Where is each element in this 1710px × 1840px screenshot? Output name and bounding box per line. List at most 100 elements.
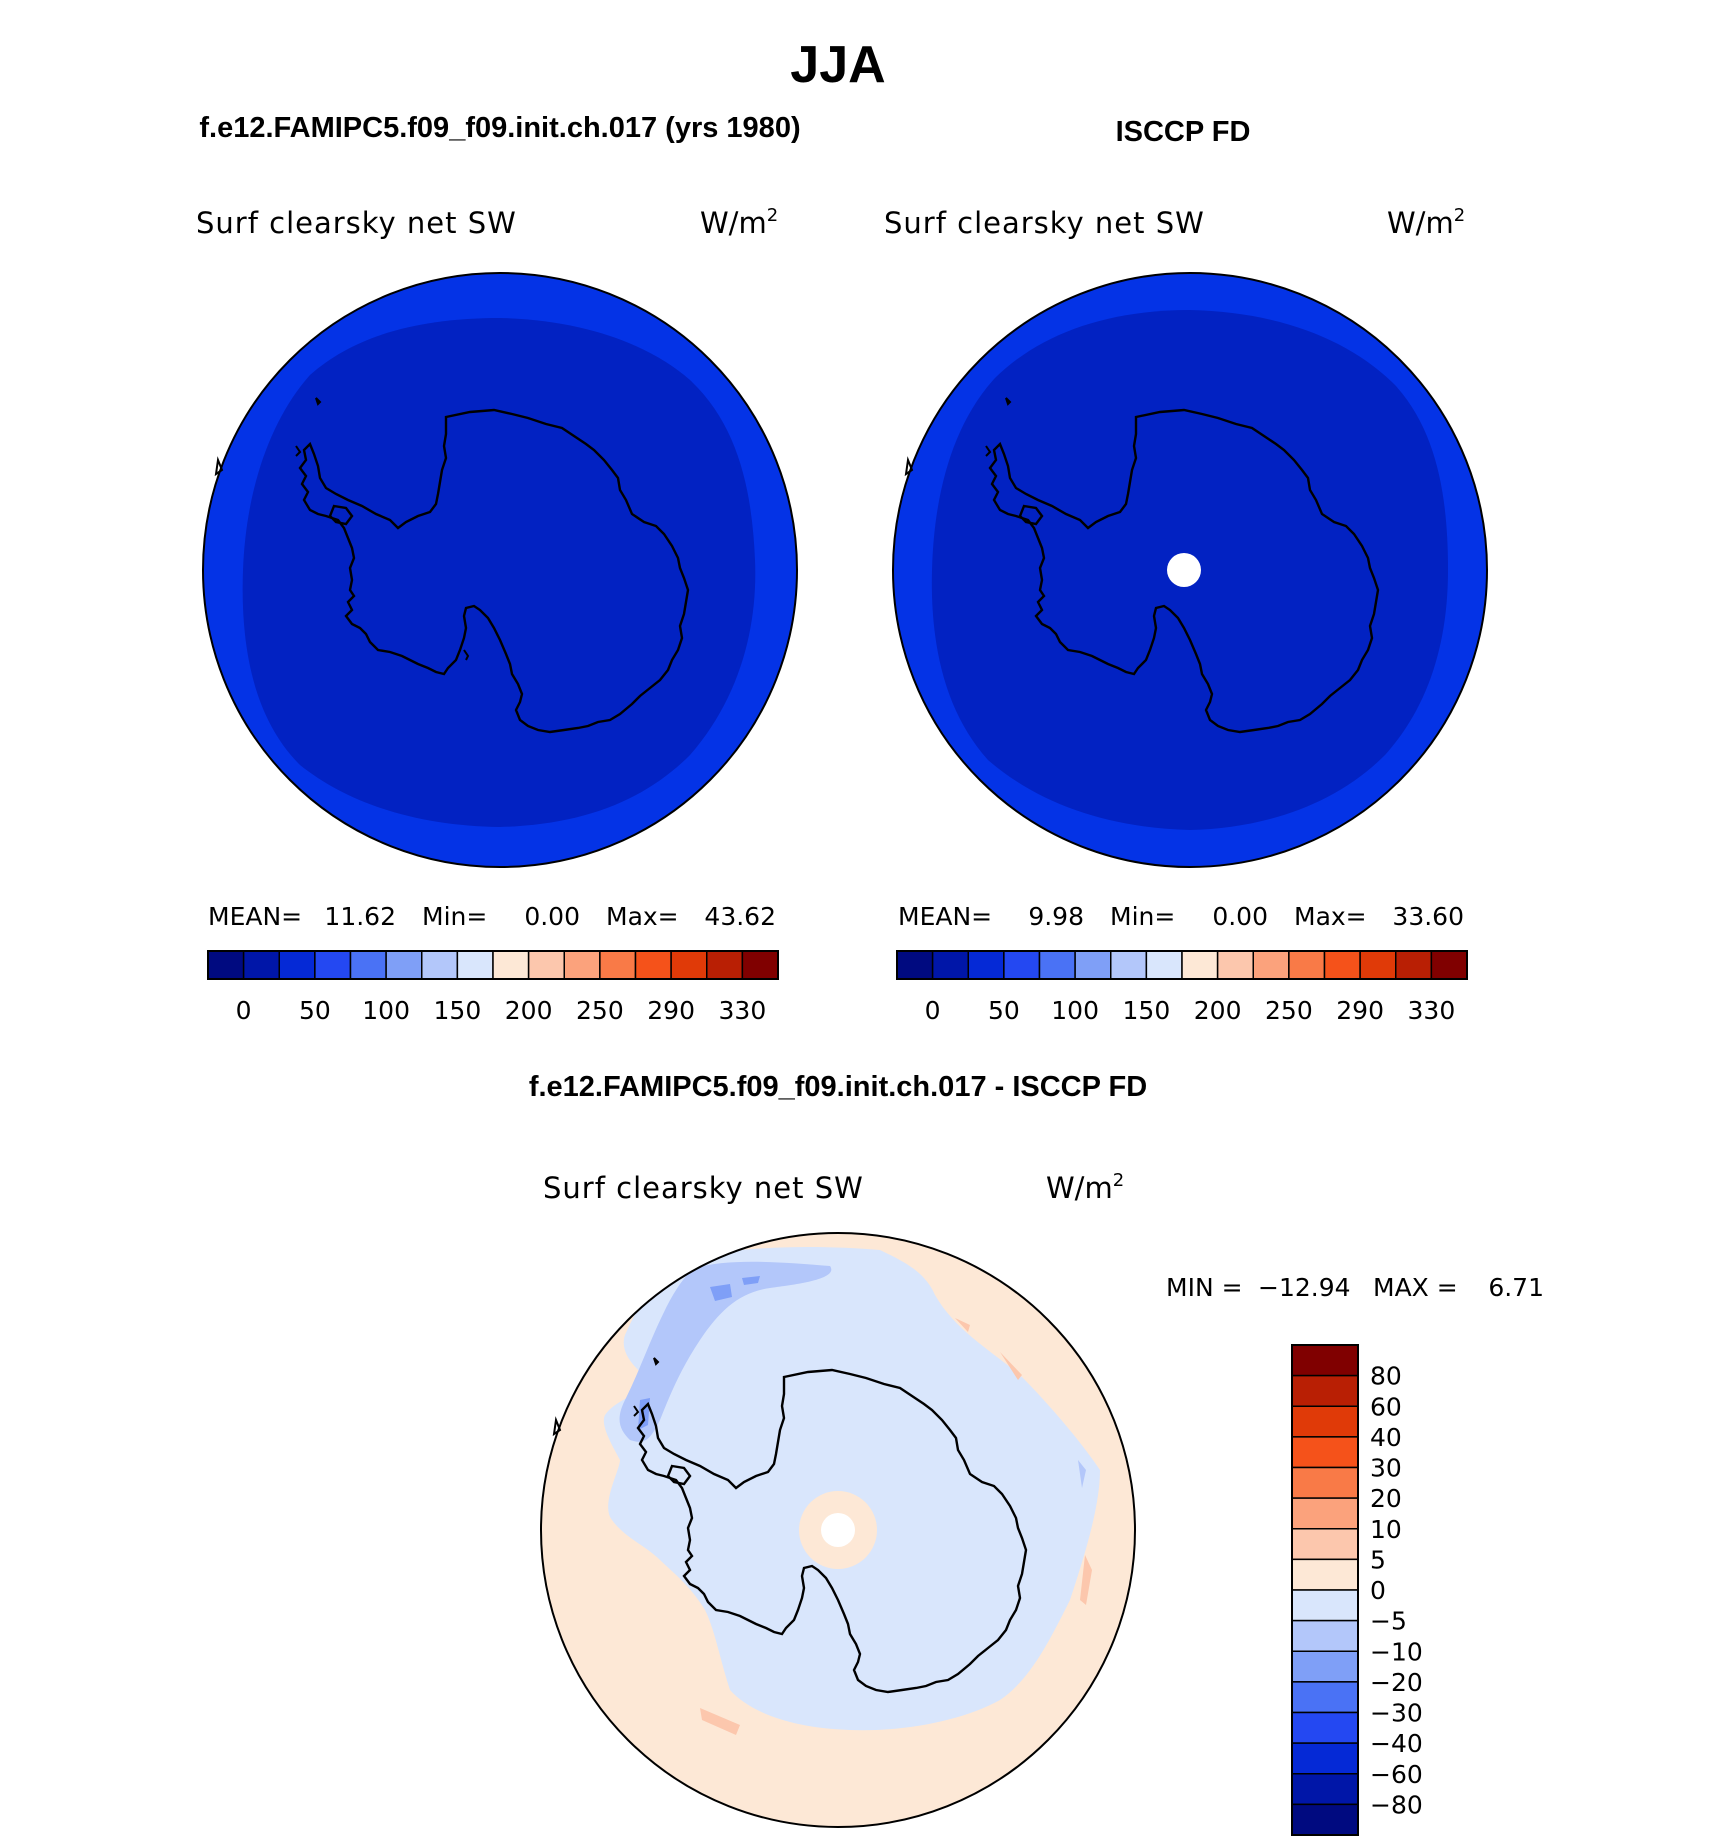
obs-map-border xyxy=(892,272,1488,868)
model-colorbar: 0 50 100 150 200 250 290 330 xyxy=(207,950,779,1025)
difference-map-minus10-patch xyxy=(710,1284,732,1301)
obs-colorbar-box xyxy=(1181,950,1219,980)
difference-colorbar-box xyxy=(1291,1497,1359,1530)
obs-colorbar-box xyxy=(896,950,934,980)
model-colorbar-box xyxy=(670,950,708,980)
difference-map-minus5-edge xyxy=(875,1255,897,1275)
difference-colorbar-box xyxy=(1291,1773,1359,1806)
obs-colorbar-tick-label: 250 xyxy=(1265,996,1313,1025)
model-colorbar-box xyxy=(492,950,530,980)
obs-colorbar-tick-label: 330 xyxy=(1408,996,1456,1025)
difference-colorbar-tick-label: −40 xyxy=(1370,1729,1423,1758)
difference-map-border xyxy=(540,1232,1136,1828)
obs-colorbar-box xyxy=(1216,950,1254,980)
difference-map-positive-streak-1 xyxy=(955,1318,970,1332)
model-colorbar-frame xyxy=(207,950,779,980)
obs-colorbar-tick-label: 50 xyxy=(988,996,1020,1025)
model-mean-value: 11.62 xyxy=(324,902,396,931)
difference-units-base: W/m xyxy=(1046,1171,1113,1205)
difference-map-minus5-band xyxy=(619,1261,832,1442)
model-colorbar-tick-label: 330 xyxy=(719,996,767,1025)
difference-colorbar-box xyxy=(1291,1374,1359,1407)
difference-units-exponent: 2 xyxy=(1113,1170,1124,1191)
difference-colorbar-tick-label: −80 xyxy=(1370,1790,1423,1819)
model-units-label: W/m2 xyxy=(700,205,778,240)
obs-colorbar-box xyxy=(1145,950,1183,980)
obs-colorbar-box xyxy=(1038,950,1076,980)
obs-units-exponent: 2 xyxy=(1454,205,1465,226)
difference-colorbar-box xyxy=(1291,1711,1359,1744)
model-mean-label: MEAN= xyxy=(208,902,302,931)
model-colorbar-box xyxy=(706,950,744,980)
model-variable-label: Surf clearsky net SW xyxy=(196,206,517,240)
difference-colorbar-box xyxy=(1291,1803,1359,1836)
obs-colorbar-tick-label: 150 xyxy=(1123,996,1171,1025)
difference-colorbar-box xyxy=(1291,1466,1359,1499)
difference-header: f.e12.FAMIPC5.f09_f09.init.ch.017 - ISCC… xyxy=(529,1071,1147,1103)
model-colorbar-box xyxy=(456,950,494,980)
difference-colorbar-box xyxy=(1291,1528,1359,1561)
difference-colorbar-box xyxy=(1291,1344,1359,1377)
difference-colorbar-box xyxy=(1291,1650,1359,1683)
obs-colorbar-box xyxy=(1288,950,1326,980)
obs-units-base: W/m xyxy=(1387,206,1454,240)
difference-colorbar-box xyxy=(1291,1742,1359,1775)
obs-colorbar-tick-label: 290 xyxy=(1336,996,1384,1025)
model-panel-header: f.e12.FAMIPC5.f09_f09.init.ch.017 (yrs 1… xyxy=(199,112,800,144)
model-colorbar-box xyxy=(634,950,672,980)
obs-units-label: W/m2 xyxy=(1387,205,1465,240)
difference-colorbar-tick-label: −30 xyxy=(1370,1699,1423,1728)
obs-colorbar: 0 50 100 150 200 250 290 330 xyxy=(896,950,1468,1025)
difference-units-label: W/m2 xyxy=(1046,1170,1124,1205)
model-island-3 xyxy=(295,445,302,457)
difference-colorbar-tick-label: −5 xyxy=(1370,1607,1407,1636)
model-colorbar-box xyxy=(599,950,637,980)
model-units-exponent: 2 xyxy=(767,205,778,226)
obs-variable-label: Surf clearsky net SW xyxy=(884,206,1205,240)
obs-island-3 xyxy=(985,445,992,457)
model-colorbar-tick-label: 100 xyxy=(362,996,410,1025)
obs-stats: MEAN= 9.98 Min= 0.00 Max= 33.60 xyxy=(898,902,1464,931)
difference-colorbar-tick-label: −20 xyxy=(1370,1668,1423,1697)
obs-panel-header: ISCCP FD xyxy=(1116,116,1251,148)
difference-colorbar-box xyxy=(1291,1619,1359,1652)
model-colorbar-box xyxy=(741,950,779,980)
obs-colorbar-tick-label: 0 xyxy=(925,996,941,1025)
model-island-4 xyxy=(463,649,470,661)
difference-colorbar-tick-label: 30 xyxy=(1370,1454,1402,1483)
obs-colorbar-frame xyxy=(896,950,1468,980)
difference-colorbar-tick-label: 40 xyxy=(1370,1423,1402,1452)
difference-stats: MIN = −12.94 MAX = 6.71 xyxy=(1166,1273,1544,1302)
obs-mean-label: MEAN= xyxy=(898,902,992,931)
obs-min-label: Min= xyxy=(1110,902,1175,931)
model-stats: MEAN= 11.62 Min= 0.00 Max= 43.62 xyxy=(208,902,776,931)
obs-colorbar-box xyxy=(967,950,1005,980)
model-colorbar-tick-label: 290 xyxy=(647,996,695,1025)
obs-colorbar-box xyxy=(1110,950,1148,980)
model-max-value: 43.62 xyxy=(704,902,776,931)
model-colorbar-tick-label: 50 xyxy=(299,996,331,1025)
obs-min-value: 0.00 xyxy=(1212,902,1268,931)
difference-island-1 xyxy=(653,1357,660,1366)
obs-colorbar-tick-label: 200 xyxy=(1194,996,1242,1025)
difference-map-positive-streak-2 xyxy=(1000,1352,1022,1380)
figure-title: JJA xyxy=(790,36,885,94)
model-colorbar-box xyxy=(349,950,387,980)
difference-colorbar-box xyxy=(1291,1589,1359,1622)
obs-colorbar-box xyxy=(1252,950,1290,980)
difference-map-negative-fill xyxy=(603,1247,1100,1731)
model-colorbar-tick-label: 250 xyxy=(576,996,624,1025)
obs-max-value: 33.60 xyxy=(1392,902,1464,931)
difference-colorbar-tick-label: −10 xyxy=(1370,1637,1423,1666)
model-colorbar-box xyxy=(207,950,245,980)
model-units-base: W/m xyxy=(700,206,767,240)
obs-colorbar-box xyxy=(1003,950,1041,980)
difference-colorbar-box xyxy=(1291,1436,1359,1469)
model-colorbar-box xyxy=(314,950,352,980)
difference-colorbar-box xyxy=(1291,1405,1359,1438)
obs-colorbar-box xyxy=(1395,950,1433,980)
model-min-label: Min= xyxy=(422,902,487,931)
difference-colorbar-tick-label: −60 xyxy=(1370,1760,1423,1789)
